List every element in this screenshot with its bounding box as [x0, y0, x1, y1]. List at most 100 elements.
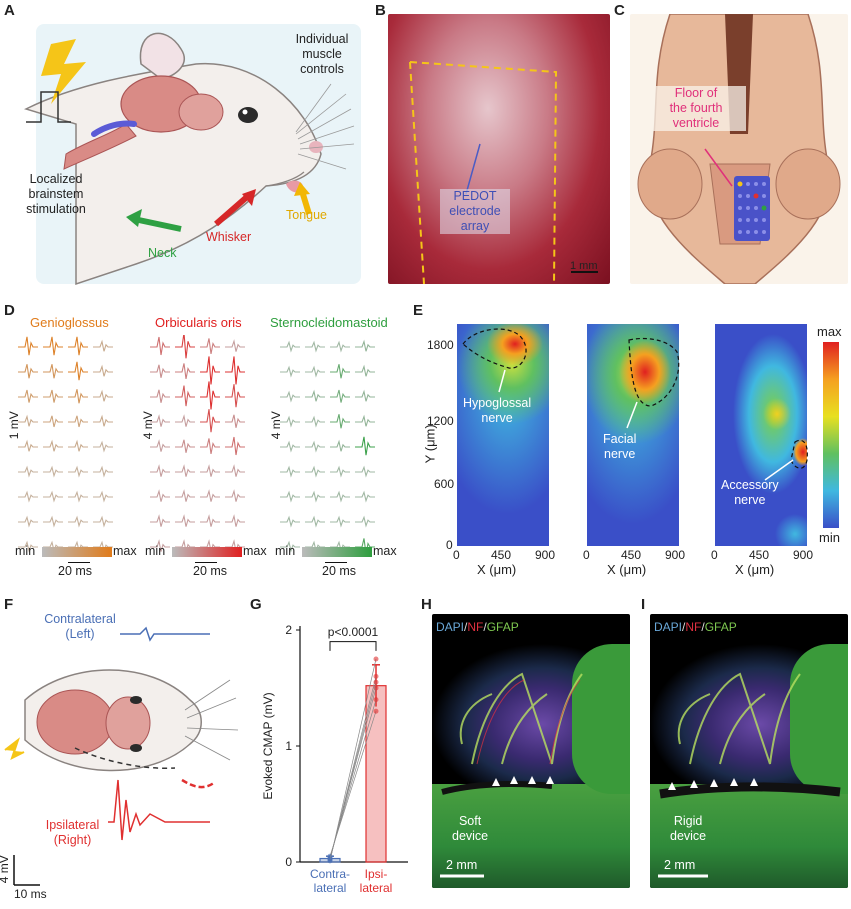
- emg-trace: [43, 515, 63, 528]
- h-stain-legend: DAPI/NF/GFAP: [436, 620, 519, 634]
- emg-trace: [175, 464, 195, 477]
- contralateral-label: Contralateral (Left): [44, 612, 116, 641]
- e-ytick-0: 0: [446, 538, 453, 552]
- emg-trace: [18, 389, 38, 403]
- data-point: [373, 679, 379, 685]
- emg-trace: [330, 515, 350, 528]
- map1-xtick-900: 900: [535, 548, 556, 562]
- emg-trace: [225, 414, 245, 428]
- h-tissue-right: [572, 644, 630, 794]
- e-ytick-1800: 1800: [427, 338, 454, 352]
- emg-trace: [355, 364, 375, 377]
- f-scale-x: 10 ms: [14, 887, 47, 901]
- tongue-label: Tongue: [286, 208, 328, 222]
- panel-letter-b: B: [375, 2, 386, 19]
- hypoglossal-label: Hypoglossal nerve: [463, 396, 532, 425]
- emg-trace: [175, 439, 195, 453]
- map3-xtick-900: 900: [793, 548, 814, 562]
- panel-letter-e: E: [413, 302, 424, 319]
- genio-min: min: [15, 544, 36, 558]
- significance-bracket: [329, 641, 377, 651]
- panel-letter-f: F: [4, 596, 14, 613]
- data-point: [373, 656, 379, 662]
- y-tick-label: 2: [285, 623, 292, 637]
- genioglossus-title: Genioglossus: [30, 315, 109, 330]
- emg-trace: [93, 490, 113, 503]
- stimulation-label: Localized brainstem stimulation: [26, 172, 86, 216]
- i-stain-legend: DAPI/NF/GFAP: [654, 620, 737, 634]
- paired-line: [329, 711, 377, 857]
- emg-trace: [305, 389, 325, 402]
- orb-colorbar: [172, 547, 242, 557]
- panel-d-emg-grids: Genioglossus Orbicularis oris Sternoclei…: [0, 310, 410, 590]
- e-ytick-600: 600: [434, 477, 455, 491]
- colorbar-min: min: [819, 530, 840, 545]
- emg-trace: [150, 514, 170, 527]
- stim-bolt-icon: [4, 737, 25, 760]
- orb-scale-x-bar: [195, 562, 217, 563]
- emg-trace: [225, 356, 245, 385]
- i-tissue-lower: [650, 784, 848, 888]
- genio-scale-x: 20 ms: [58, 564, 93, 578]
- emg-trace: [280, 390, 300, 403]
- emg-trace: [280, 515, 300, 528]
- panel-h-histology: DAPI/NF/GFAP Soft device 2 mm: [432, 614, 630, 888]
- panel-e-heatmaps: Y (μm) 1800 1200 600 0 Hypoglossal nerve …: [415, 310, 851, 590]
- fourth-ventricle-label: Floor of the fourth ventricle: [646, 86, 746, 131]
- sternocleidomastoid-title: Sternocleidomastoid: [270, 315, 388, 330]
- panel-g-chart: 0 1 2 Evoked CMAP (mV) p<0.0001 Contra-latera…: [258, 612, 418, 902]
- category-label: Ipsi-: [365, 867, 388, 881]
- emg-trace: [330, 340, 350, 353]
- emg-trace: [305, 515, 325, 528]
- emg-trace: [200, 338, 220, 354]
- orbicularis-title: Orbicularis oris: [155, 315, 242, 330]
- emg-trace: [68, 415, 88, 428]
- stern-scale-y: 4 mV: [268, 411, 283, 440]
- map3-xtick-0: 0: [711, 548, 718, 562]
- category-label: lateral: [360, 881, 393, 895]
- emg-trace: [43, 465, 63, 478]
- emg-trace: [330, 465, 350, 478]
- orb-min: min: [145, 544, 166, 558]
- emg-trace: [43, 439, 63, 452]
- emg-trace: [225, 514, 245, 527]
- panel-c-brainstem: Floor of the fourth ventricle: [630, 14, 848, 284]
- neck-label: Neck: [148, 246, 177, 260]
- emg-trace: [305, 440, 325, 453]
- orb-scale-x: 20 ms: [193, 564, 228, 578]
- heatmap-facial: [587, 324, 679, 546]
- panel-f: Contralateral(Left) Ipsilateral(Right) 4…: [0, 600, 245, 905]
- emg-trace: [18, 540, 38, 553]
- rat-illustration: [23, 24, 361, 286]
- genio-scale-x-bar: [68, 562, 90, 563]
- emg-trace: [280, 340, 300, 353]
- heatmap-hypoglossal: [457, 324, 549, 546]
- emg-trace: [43, 415, 63, 428]
- brainstem-illustration: [637, 14, 841, 284]
- emg-trace: [175, 489, 195, 502]
- cmap-bar-chart: 0 1 2 Evoked CMAP (mV) p<0.0001 Contra-latera…: [261, 623, 408, 895]
- emg-trace: [355, 465, 375, 478]
- panel-a-illustration: Individual muscle controls Localized brains…: [16, 14, 366, 292]
- h-scale-label: 2 mm: [446, 858, 478, 872]
- emg-trace: [175, 514, 195, 527]
- category-label: Contra-: [310, 867, 350, 881]
- map1-xlabel: X (μm): [477, 562, 517, 577]
- emg-trace: [175, 363, 195, 379]
- emg-trace: [305, 465, 325, 478]
- emg-trace: [200, 438, 220, 454]
- f-scale-y: 4 mV: [0, 855, 11, 883]
- emg-trace: [330, 439, 350, 452]
- emg-trace: [280, 440, 300, 453]
- emg-trace: [93, 364, 113, 377]
- map2-xtick-450: 450: [621, 548, 642, 562]
- emg-trace: [355, 414, 375, 427]
- emg-trace: [43, 490, 63, 503]
- emg-trace: [200, 514, 220, 527]
- emg-trace: [330, 414, 350, 429]
- category-label: lateral: [314, 881, 347, 895]
- emg-trace: [175, 335, 195, 359]
- emg-trace: [305, 490, 325, 503]
- emg-trace: [150, 439, 170, 452]
- emg-trace: [330, 364, 350, 379]
